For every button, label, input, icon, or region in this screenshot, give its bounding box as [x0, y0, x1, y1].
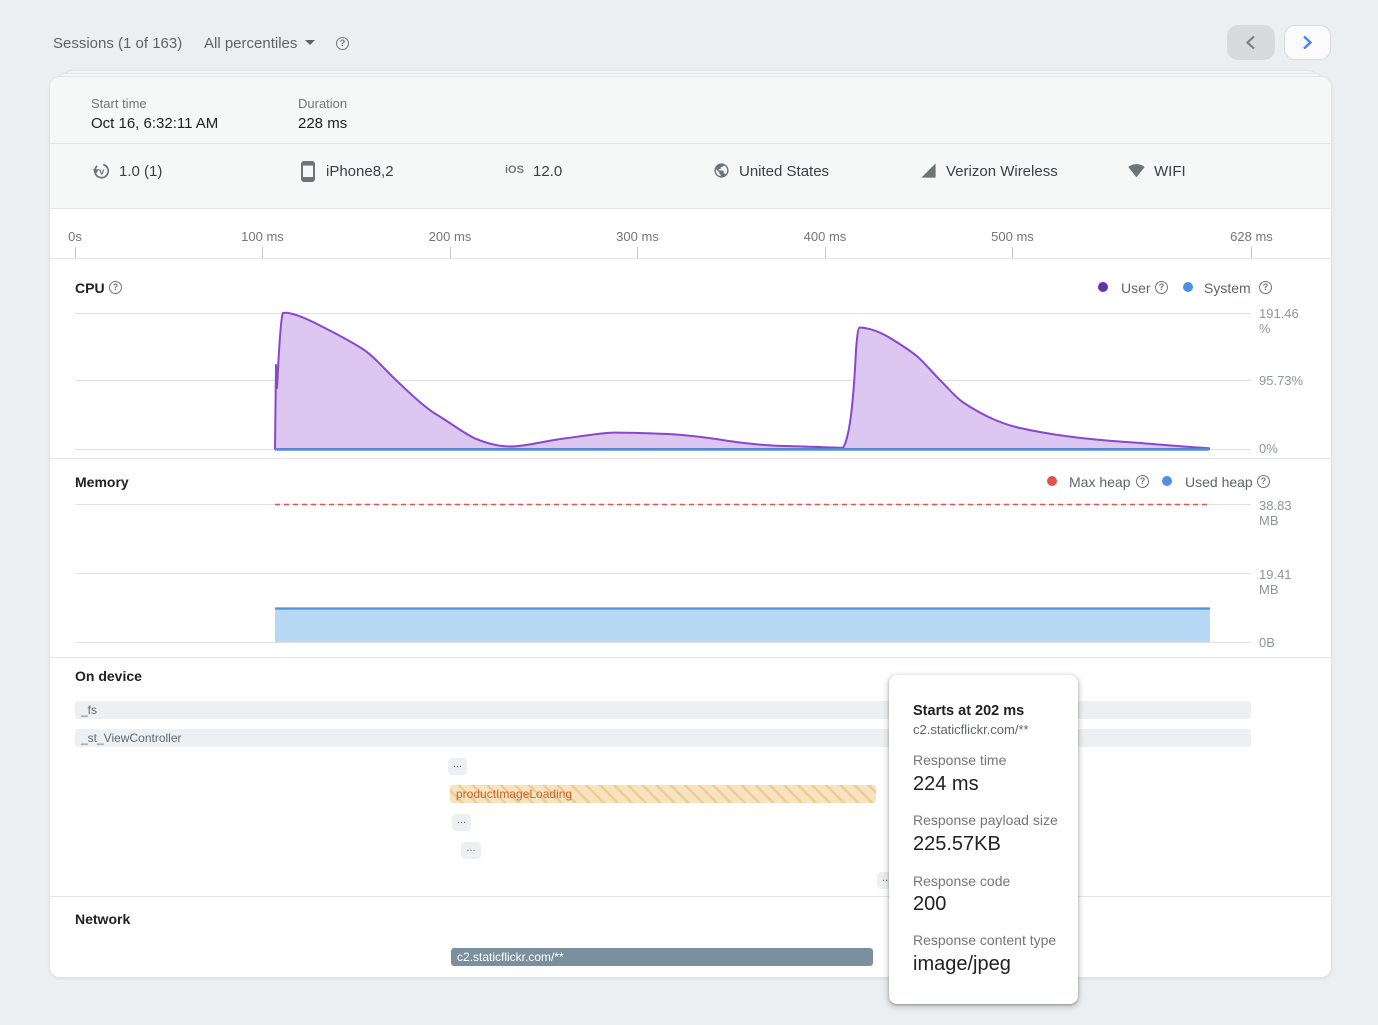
svg-text:v: v: [99, 166, 105, 177]
